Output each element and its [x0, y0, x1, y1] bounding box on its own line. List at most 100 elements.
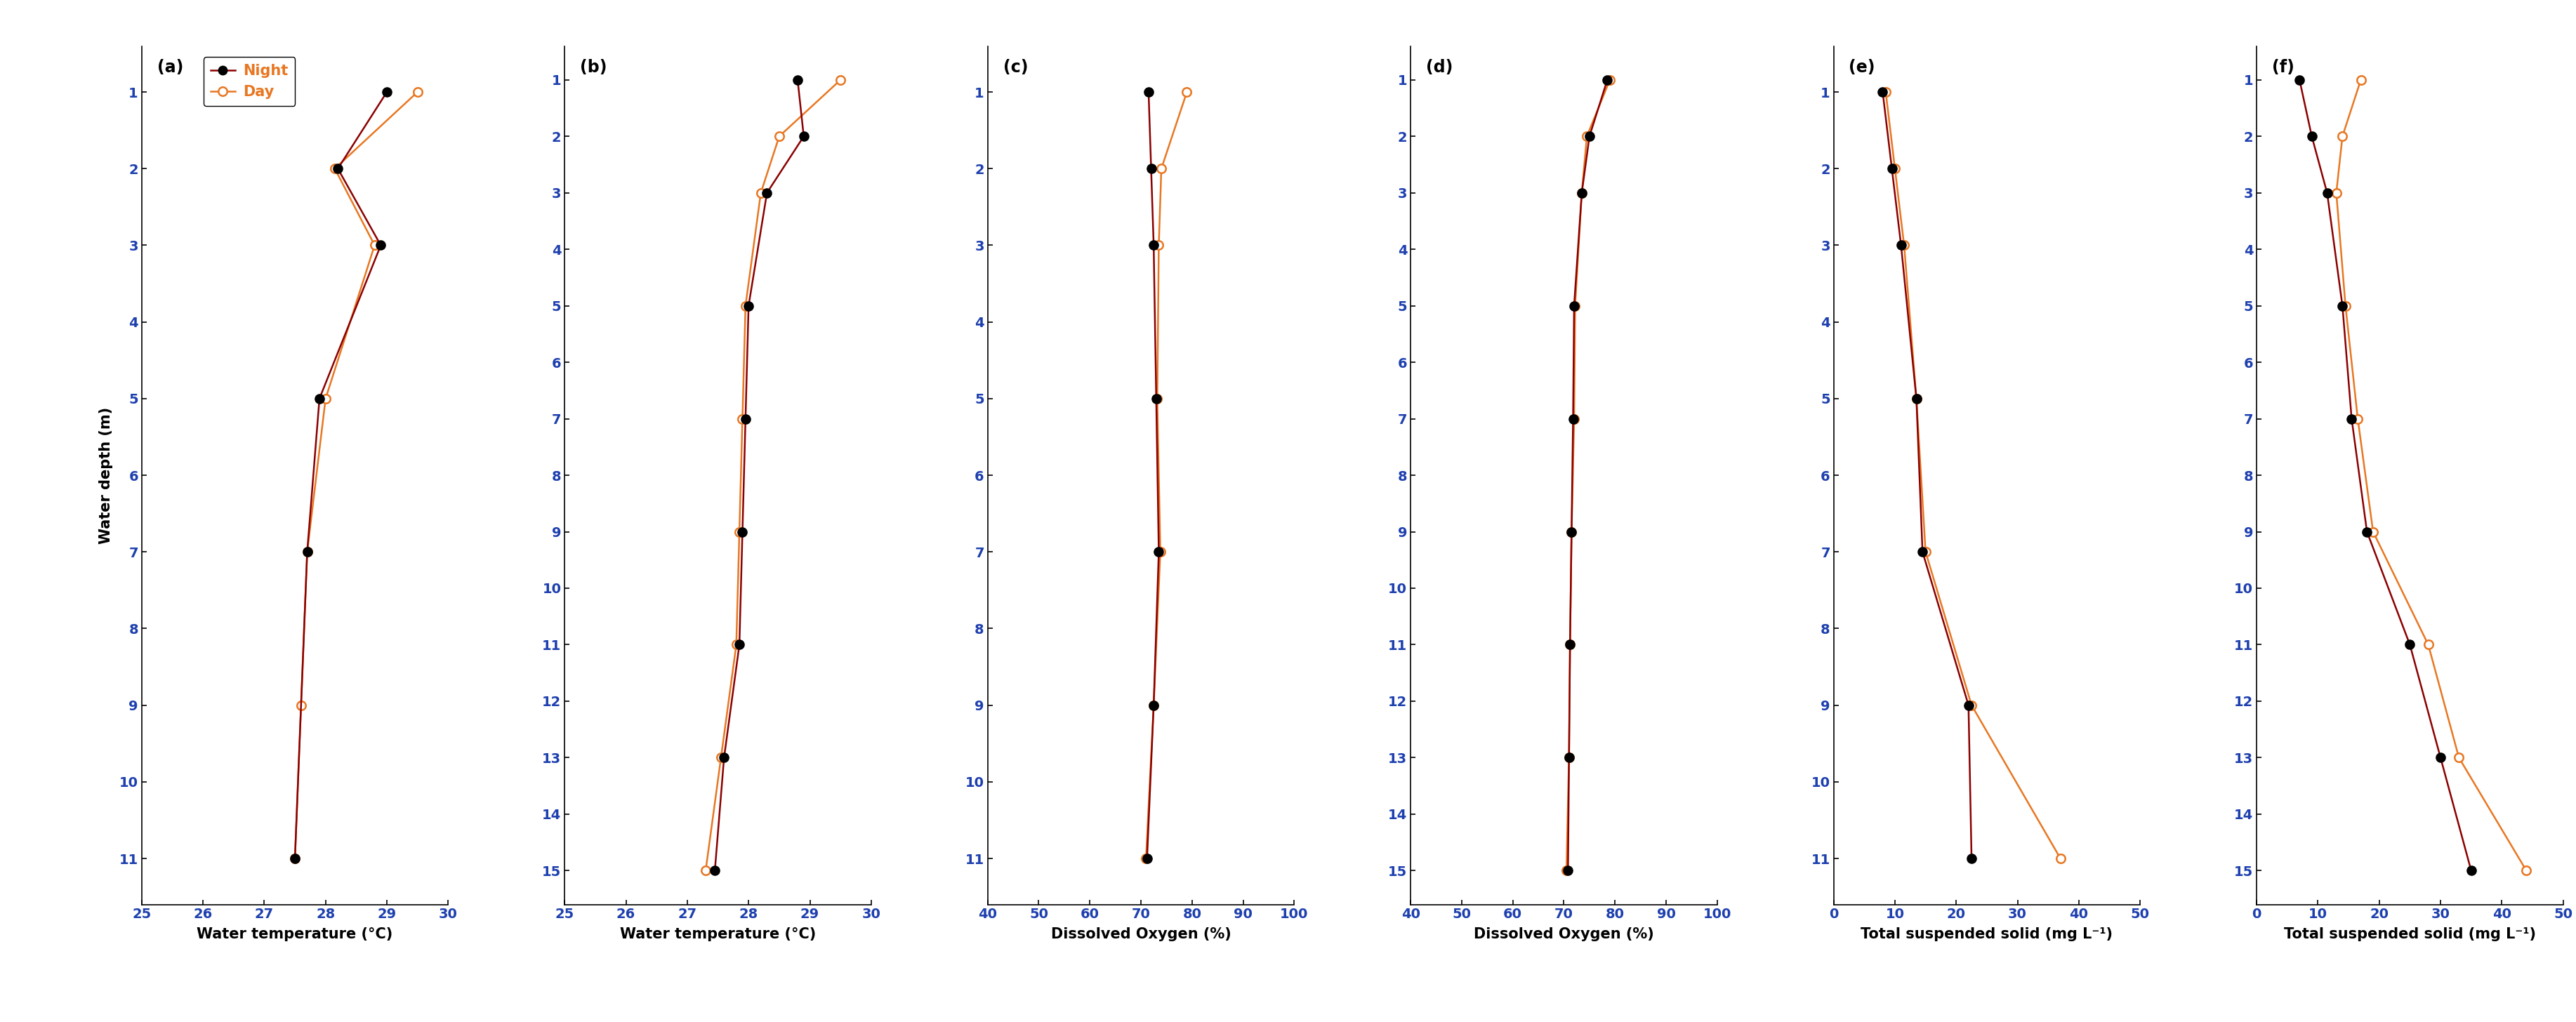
Day [358, 239, 389, 251]
Night [1906, 546, 1937, 558]
Day [1553, 751, 1584, 763]
Night [734, 299, 765, 312]
Day [2331, 299, 2362, 312]
X-axis label: Water temperature (°C): Water temperature (°C) [621, 927, 817, 941]
Night [1875, 162, 1906, 175]
Text: (a): (a) [157, 59, 183, 76]
Line: Day: Day [1561, 76, 1615, 875]
Day [2326, 130, 2357, 142]
X-axis label: Dissolved Oxygen (%): Dissolved Oxygen (%) [1051, 927, 1231, 941]
Night [2336, 413, 2367, 425]
Text: (b): (b) [580, 59, 608, 76]
Night [1144, 546, 1175, 558]
Night [1556, 525, 1587, 538]
Day [690, 865, 721, 877]
Night [366, 239, 397, 251]
Day [1172, 86, 1203, 98]
Y-axis label: Water depth (m): Water depth (m) [100, 407, 113, 544]
Day [1880, 162, 1911, 175]
Night [783, 74, 814, 86]
Night [291, 546, 322, 558]
Day [762, 130, 793, 142]
Day [1141, 392, 1172, 405]
Night [278, 852, 309, 865]
Night [2455, 865, 2486, 877]
Night [1566, 187, 1597, 199]
Day [1144, 546, 1175, 558]
X-axis label: Total suspended solid (mg L⁻¹): Total suspended solid (mg L⁻¹) [2285, 927, 2535, 941]
Line: Night: Night [291, 88, 392, 863]
Day [2045, 852, 2076, 865]
Day [2342, 413, 2372, 425]
Day [309, 392, 340, 405]
Night [1886, 239, 1917, 251]
Day [1911, 546, 1942, 558]
Day [824, 74, 855, 86]
Day [1144, 239, 1175, 251]
Day [726, 413, 757, 425]
Night [1139, 239, 1170, 251]
Day [1566, 187, 1597, 199]
Night [1953, 699, 1984, 711]
Day [1131, 852, 1162, 865]
Night [788, 130, 819, 142]
Night [322, 162, 353, 175]
Line: Night: Night [1564, 76, 1613, 875]
Line: Day: Day [1880, 88, 2066, 863]
Night [1133, 86, 1164, 98]
Night [1553, 865, 1584, 877]
Line: Day: Day [291, 88, 422, 863]
Night [304, 392, 335, 405]
Day [1146, 162, 1177, 175]
Night [371, 86, 402, 98]
Night [1558, 413, 1589, 425]
Day [706, 751, 737, 763]
Night [1139, 699, 1170, 711]
Day [1571, 130, 1602, 142]
Line: Night: Night [711, 76, 809, 875]
Line: Day: Day [2331, 76, 2530, 875]
Day [2357, 525, 2388, 538]
Day [1139, 699, 1170, 711]
Line: Night: Night [1144, 88, 1164, 863]
Night [2352, 525, 2383, 538]
Day [729, 299, 760, 312]
Night [729, 413, 760, 425]
Night [2295, 130, 2326, 142]
Day [724, 525, 755, 538]
Line: Day: Day [701, 76, 845, 875]
Night [1558, 299, 1589, 312]
Night [724, 639, 755, 651]
Night [1868, 86, 1899, 98]
Line: Night: Night [1878, 88, 1976, 863]
Day [1595, 74, 1625, 86]
Day [2445, 751, 2476, 763]
X-axis label: Total suspended solid (mg L⁻¹): Total suspended solid (mg L⁻¹) [1860, 927, 2112, 941]
Night [1553, 639, 1584, 651]
Day [402, 86, 433, 98]
Night [2396, 639, 2427, 651]
Night [1901, 392, 1932, 405]
Line: Day: Day [1141, 88, 1190, 863]
Text: (e): (e) [1850, 59, 1875, 76]
Day [278, 852, 309, 865]
Night [752, 187, 783, 199]
Night [1553, 751, 1584, 763]
Night [2424, 751, 2455, 763]
Text: (f): (f) [2272, 59, 2295, 76]
Day [744, 187, 775, 199]
Night [1141, 392, 1172, 405]
Day [1556, 525, 1587, 538]
Day [319, 162, 350, 175]
Day [1553, 639, 1584, 651]
Day [286, 699, 317, 711]
Day [1901, 392, 1932, 405]
Night [701, 865, 732, 877]
Line: Night: Night [2295, 76, 2476, 875]
Day [1870, 86, 1901, 98]
Night [1955, 852, 1986, 865]
Legend: Night, Day: Night, Day [204, 57, 296, 105]
Night [726, 525, 757, 538]
Day [2414, 639, 2445, 651]
X-axis label: Dissolved Oxygen (%): Dissolved Oxygen (%) [1473, 927, 1654, 941]
